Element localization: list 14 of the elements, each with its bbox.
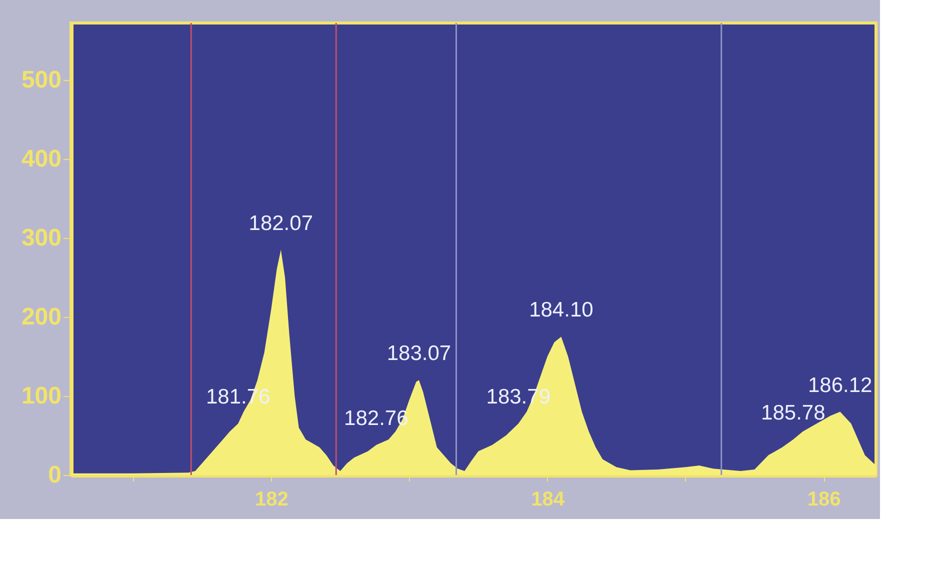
y-tick-label: 100: [21, 382, 62, 410]
annotation: 183.07: [386, 342, 452, 366]
y-tick-label: 500: [21, 66, 62, 94]
annotation: 185.78: [761, 401, 826, 424]
y-tick-label: 400: [21, 145, 62, 172]
y-tick-label: 200: [21, 303, 62, 330]
y-tick-label: 300: [21, 224, 62, 252]
annotation: 186.12: [808, 374, 872, 397]
y-tick-label: 0: [48, 462, 62, 488]
annotation: 182.07: [248, 212, 313, 235]
x-tick-label: 186: [807, 488, 841, 510]
annotation: 184.10: [529, 298, 594, 322]
x-tick-label: 182: [255, 488, 288, 510]
x-tick-label: 184: [531, 488, 566, 510]
